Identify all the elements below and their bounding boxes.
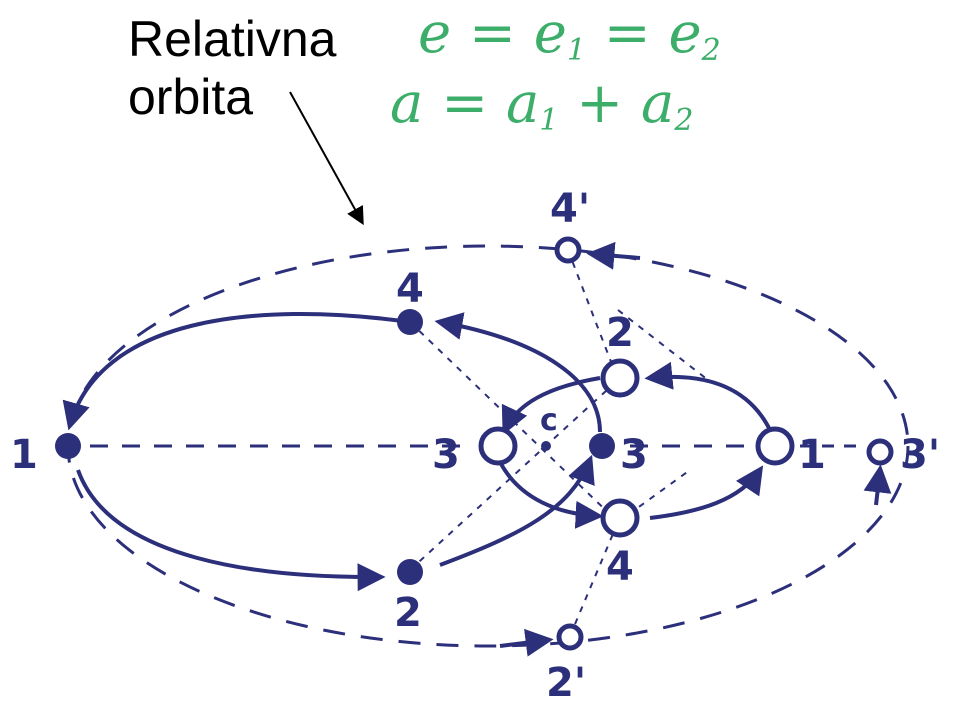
label-body1-3: 3 [620,432,648,478]
relative-point-4prime [554,236,582,264]
body1-point-3 [589,433,615,459]
label-body1-2: 2 [394,590,422,636]
eq1-e: e [418,1,452,66]
label-relative-4prime: 4' [550,186,590,232]
orbit-body1-3to4 [434,312,602,433]
body2-point-2 [600,358,640,398]
relative-point-2prime [556,623,584,651]
eq1-equals-1: = [468,1,516,66]
body1-point-4 [397,309,423,335]
body1-point-2 [397,559,423,585]
label-body2-2: 2 [606,310,634,356]
orbit-body1-2to3 [439,454,595,567]
equation-eccentricity: e = e1 = e2 [418,6,721,66]
label-body2-3: 3 [432,432,460,478]
connector-4prime-to-4 [567,249,619,381]
label-relative-3prime: 3' [900,432,940,478]
label-body1-1: 1 [10,432,38,478]
label-body2-4: 4 [606,544,634,590]
label-body2-1: 1 [798,432,826,478]
body1-point-1 [55,433,81,459]
relative-orbit-arrow-bottom [499,628,554,657]
relative-orbit-arrow-top [586,241,641,270]
annotation-pointer-arrow [289,91,364,226]
annotation-line-2: orbita [128,69,254,125]
eq2-a: a [390,71,424,136]
orbit-body1-lower [76,469,386,592]
label-center-of-mass: c [540,403,558,438]
eq2-a1: a [505,71,540,136]
eq1-equals-2: = [603,1,651,66]
eq1-e2-sub: 2 [701,33,721,68]
orbit-body1-upper [62,312,411,431]
connector-4prime-2 [617,309,709,381]
center-of-mass [541,441,551,451]
connector-4-to-4prime [409,321,619,523]
body2-point-3 [478,426,518,466]
relative-point-3prime [866,438,894,466]
eq1-e1: e [533,1,567,66]
label-body1-4: 4 [396,266,424,312]
body2-point-4 [600,498,640,538]
equation-semimajor-axis: a = a1 + a2 [390,76,693,136]
eq2-equals: = [441,71,489,136]
eq2-a1-sub: 1 [539,103,559,138]
eq2-a2-sub: 2 [674,103,694,138]
annotation-line-1: Relativna [128,11,337,67]
orbit-body2-1to2 [644,361,772,431]
body2-point-1 [755,426,795,466]
eq2-plus: + [576,71,624,136]
connector-2-to-2 [409,379,619,571]
eq1-e2: e [668,1,702,66]
orbit-body2-4to1 [649,465,764,520]
eq2-a2: a [640,71,675,136]
label-relative-2prime: 2' [546,660,586,703]
orbit-body2-2to3 [501,376,601,436]
orbit-body2-3to4 [498,461,604,529]
relative-orbit-arrow-right [863,464,892,506]
eq1-e1-sub: 1 [566,33,586,68]
